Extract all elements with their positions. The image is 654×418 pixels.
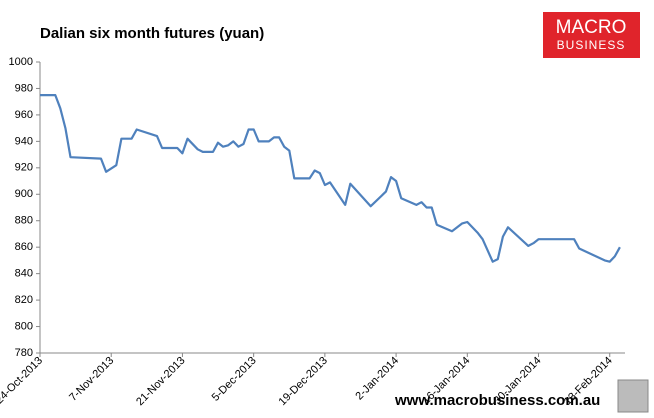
y-tick-label: 960 [15,109,33,121]
y-tick-label: 780 [15,347,33,359]
y-tick-label: 900 [15,188,33,200]
logo-text: BUSINESS [557,38,626,52]
y-tick-label: 840 [15,268,33,280]
y-tick-label: 920 [15,162,33,174]
y-tick-label: 1000 [9,56,33,68]
footer-url: www.macrobusiness.com.au [394,392,600,409]
y-tick-label: 940 [15,135,33,147]
chart-title: Dalian six month futures (yuan) [40,25,264,42]
y-tick-label: 800 [15,320,33,332]
x-tick-label: 5-Dec-2013 [210,355,259,404]
y-tick-label: 820 [15,294,33,306]
line [40,94,621,263]
logo-text: MACRO [556,17,627,38]
logo-box [543,12,640,58]
logo: MACRO BUSINESS [543,12,640,58]
wolf-icon [617,379,649,413]
y-tick-label: 880 [15,215,33,227]
x-tick-label: 19-Dec-2013 [277,355,330,408]
y-tick-label: 980 [15,82,33,94]
x-tick-label: 7-Nov-2013 [67,355,116,404]
x-tick-label: 21-Nov-2013 [134,355,187,408]
x-tick-label: 24-Oct-2013 [0,355,45,407]
y-tick-label: 860 [15,241,33,253]
